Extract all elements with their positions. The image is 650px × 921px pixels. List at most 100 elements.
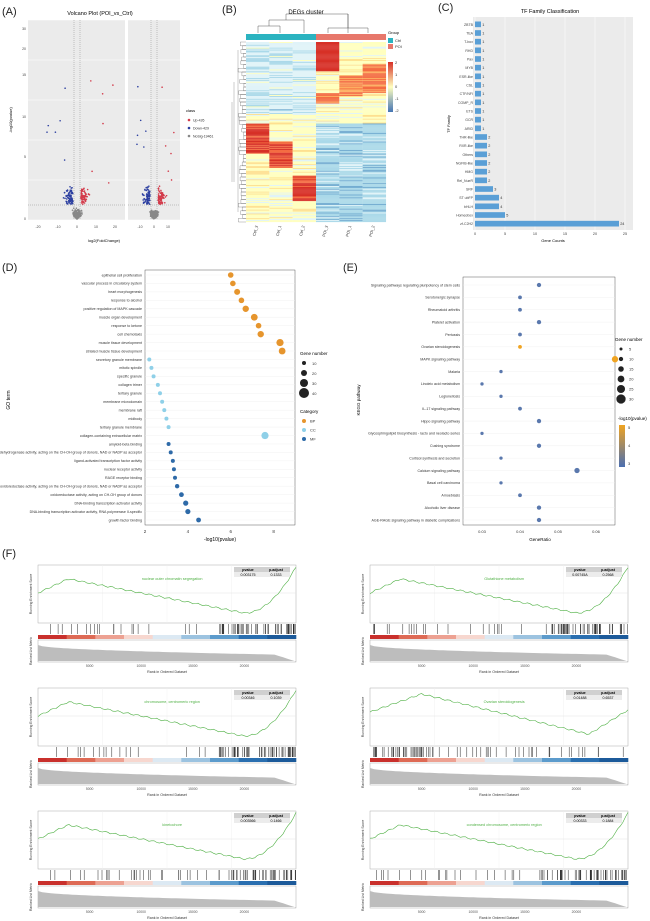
- volcano-point-down: [142, 201, 145, 204]
- heatmap-cell: [246, 70, 270, 72]
- tf-category-label: HMG: [465, 170, 473, 174]
- heatmap-cell: [269, 151, 293, 153]
- go-category-legend-dot: [302, 428, 306, 432]
- gsea-rank-colorbar-segment: [181, 758, 211, 762]
- heatmap-cell: [246, 87, 270, 89]
- heatmap-cell: [269, 108, 293, 110]
- heatmap-cell: [292, 113, 317, 115]
- gsea-xlabel: Rank in Ordered Dataset: [479, 916, 519, 920]
- heatmap-cell: [315, 118, 340, 120]
- heatmap-column-label: Ctrl_2: [298, 224, 306, 236]
- heatmap-cell: [269, 80, 293, 82]
- gsea-rank-colorbar-segment: [513, 635, 543, 639]
- heatmap-cell: [269, 47, 293, 49]
- heatmap-cell: [339, 70, 363, 72]
- heatmap-cell: [315, 141, 340, 143]
- volcano-ytick: 15: [22, 73, 26, 77]
- gsea-xtick: 5000: [86, 787, 94, 791]
- volcano-point-up: [81, 203, 84, 205]
- tf-bar: [475, 203, 499, 210]
- heatmap-cell: [246, 204, 270, 206]
- gsea-stats-header: [566, 813, 622, 818]
- gsea-stats-header: [566, 567, 622, 572]
- kegg-term-label: Hippo signaling pathway: [421, 419, 460, 423]
- go-term-dot: [179, 492, 184, 498]
- heatmap-cell: [362, 191, 387, 193]
- heatmap-cell: [362, 122, 387, 124]
- volcano-point-up: [89, 80, 92, 82]
- gsea-hit-ticks: [56, 747, 296, 757]
- heatmap-cell: [246, 111, 270, 113]
- heatmap-cell: [292, 122, 317, 124]
- heatmap-cell: [315, 190, 340, 192]
- heatmap-cell: [246, 78, 270, 80]
- volcano-point-nosig: [155, 210, 158, 213]
- volcano-point-up: [82, 194, 85, 197]
- go-size-legend-dot: [300, 379, 308, 387]
- heatmap-cell: [339, 144, 363, 146]
- go-term-label: response to alcohol: [111, 299, 142, 303]
- heatmap-cell: [339, 42, 363, 44]
- heatmap-cell: [339, 80, 363, 82]
- tf-bar: [475, 212, 505, 218]
- heatmap-cell: [339, 188, 363, 190]
- heatmap-cell: [269, 69, 293, 71]
- heatmap-cell: [339, 83, 363, 85]
- heatmap-cell: [339, 61, 363, 63]
- go-term-dot: [242, 305, 249, 312]
- heatmap-cell: [246, 79, 270, 81]
- heatmap-cell: [292, 204, 317, 206]
- gsea-es-ylabel: Running Enrichment Score: [361, 574, 365, 615]
- heatmap-cell: [246, 194, 270, 196]
- heatmap-cell: [362, 204, 387, 206]
- heatmap-cell: [339, 184, 363, 186]
- heatmap-cell: [292, 89, 317, 91]
- heatmap-cell: [292, 106, 317, 108]
- heatmap-cell: [339, 67, 363, 69]
- heatmap-cell: [315, 157, 340, 159]
- heatmap-cell: [315, 186, 340, 188]
- gsea-es-curve: [37, 812, 297, 861]
- tf-bar: [475, 38, 481, 45]
- heatmap-cell: [246, 136, 270, 138]
- heatmap-cell: [362, 177, 387, 179]
- heatmap-cell: [315, 213, 340, 215]
- heatmap-cell: [292, 114, 317, 116]
- heatmap-cell: [339, 124, 363, 126]
- volcano-point-up: [160, 202, 163, 204]
- volcano-point-up: [81, 193, 83, 195]
- kegg-term-dot: [536, 418, 542, 424]
- heatmap-cell: [269, 150, 293, 152]
- heatmap-group-legend-title: Group: [388, 30, 400, 35]
- heatmap-cell: [269, 43, 293, 45]
- gsea-xtick: 20000: [572, 910, 582, 914]
- heatmap-cell: [315, 204, 340, 206]
- heatmap-cell: [362, 116, 387, 118]
- heatmap-cell: [269, 42, 293, 44]
- heatmap-cell: [362, 194, 387, 196]
- gsea-stats-row: [566, 695, 622, 700]
- heatmap-cell: [292, 97, 317, 99]
- heatmap-cell: [292, 83, 317, 85]
- heatmap-cell: [292, 57, 317, 59]
- heatmap-cell: [315, 197, 340, 199]
- heatmap-cell: [362, 87, 387, 89]
- heatmap-cell: [269, 70, 293, 72]
- heatmap-cell: [269, 122, 293, 124]
- heatmap-cell: [339, 211, 363, 213]
- heatmap-group-swatch: [388, 38, 393, 43]
- heatmap-cell: [339, 210, 363, 212]
- gsea-xtick: 15000: [520, 787, 530, 791]
- volcano-point-up: [161, 86, 163, 89]
- gsea-stats-row: [566, 818, 622, 823]
- heatmap-cell: [292, 168, 317, 170]
- go-term-label: epithelial cell proliferation: [102, 273, 142, 277]
- heatmap-cell: [339, 203, 363, 205]
- heatmap-cell: [315, 103, 340, 105]
- heatmap-cell: [292, 218, 317, 220]
- heatmap-cell: [362, 108, 387, 110]
- heatmap-cell: [246, 218, 270, 220]
- heatmap-cell: [362, 75, 387, 77]
- heatmap-cell: [269, 150, 293, 152]
- heatmap-cell: [292, 66, 317, 68]
